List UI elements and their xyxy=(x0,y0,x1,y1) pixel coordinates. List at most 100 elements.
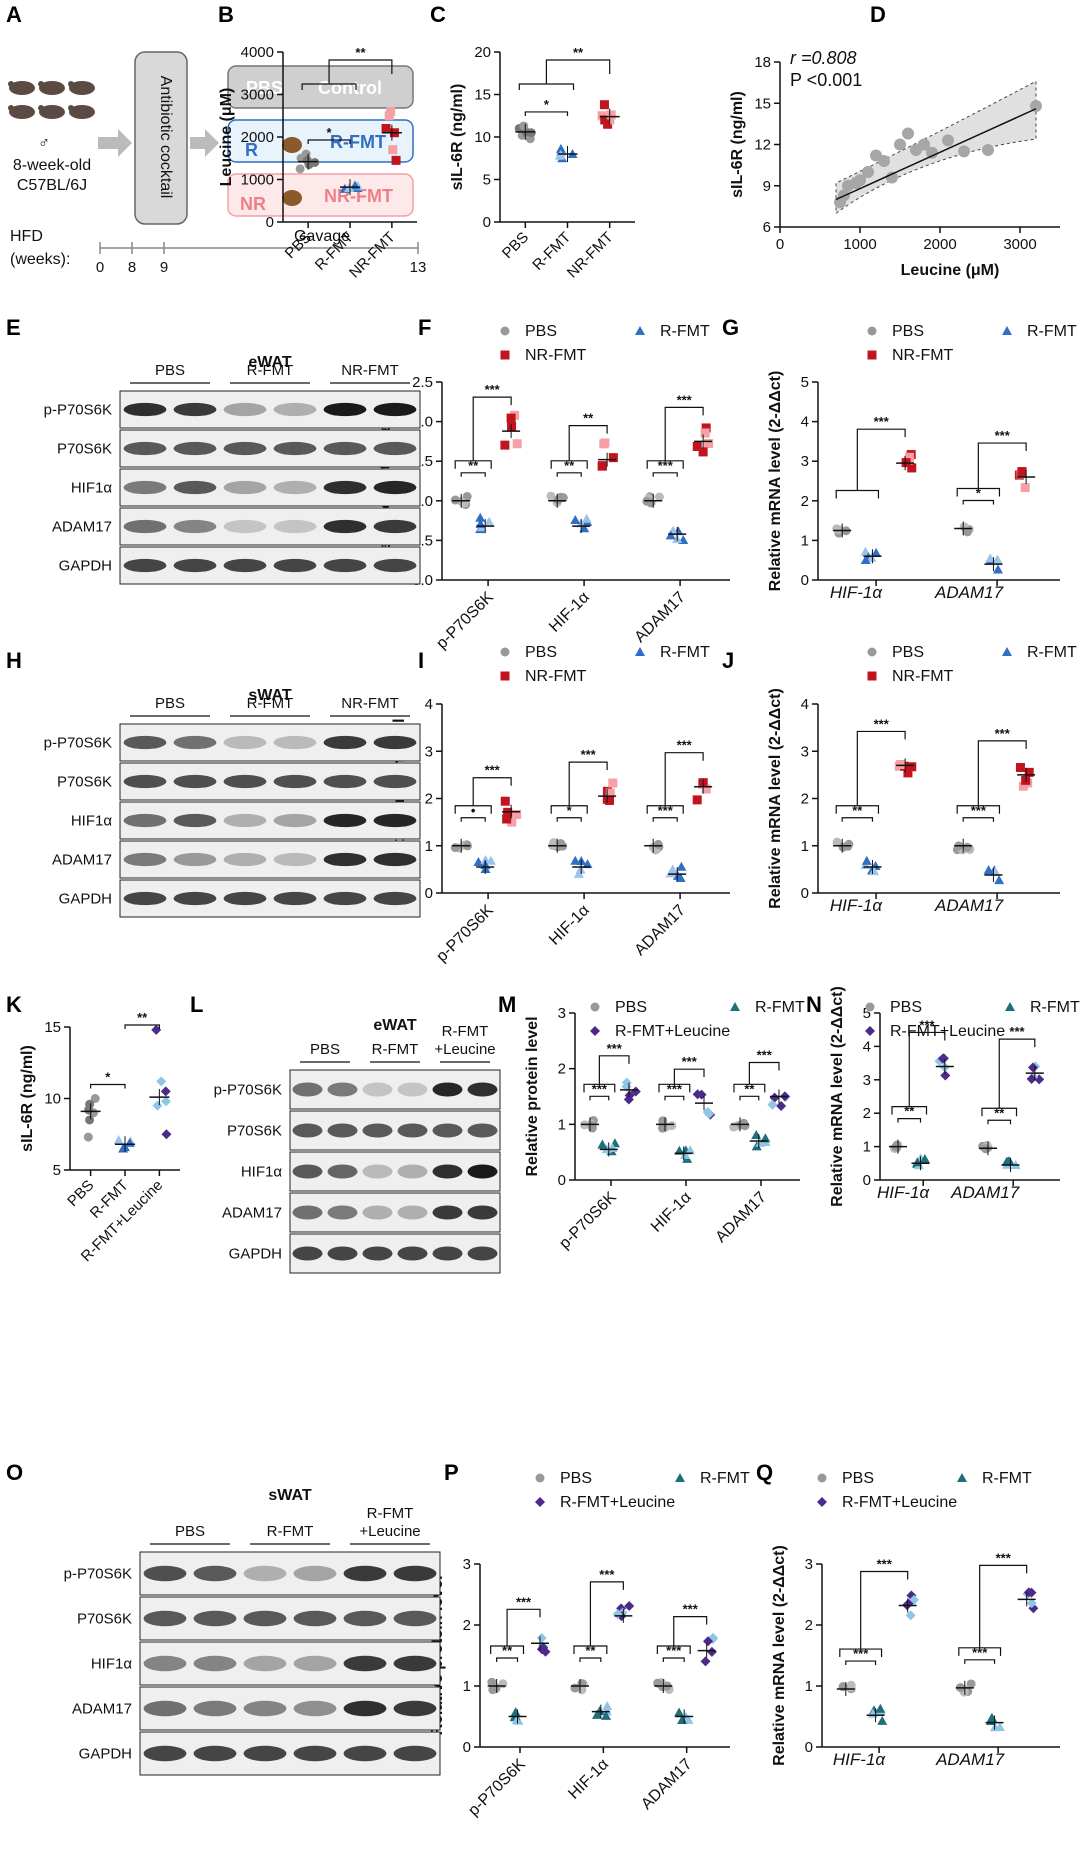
blot-band xyxy=(373,402,417,417)
data-point xyxy=(83,1132,93,1142)
data-point xyxy=(907,762,917,772)
panel-q-chart: Q 0 1 2 3 Relative mRNA level (2-ΔΔct) PBS R-FM… xyxy=(756,1460,1060,1769)
data-point xyxy=(575,864,586,874)
x-tick-label: PBS xyxy=(499,229,532,262)
arrow-icon xyxy=(98,129,132,157)
significance-bracket xyxy=(556,817,582,822)
data-point xyxy=(665,530,676,540)
y-tick-label: 0 xyxy=(483,214,491,231)
data-point xyxy=(992,555,1003,565)
panel-letter: G xyxy=(722,315,739,340)
legend-marker xyxy=(500,350,510,360)
data-point xyxy=(654,492,664,502)
x-axis-label: Leucine (μM) xyxy=(901,262,1000,279)
blot-row-label: p-P70S6K xyxy=(64,1566,132,1583)
blot-band xyxy=(362,1205,393,1220)
blot-band xyxy=(323,519,367,534)
blot-band xyxy=(323,774,367,789)
y-tick-label: 3 xyxy=(805,1556,813,1573)
data-point xyxy=(877,1715,888,1725)
legend-marker xyxy=(1002,647,1012,656)
y-tick-label: 3 xyxy=(558,1005,566,1022)
y-tick-label: 1 xyxy=(801,838,809,855)
y-tick-label: 3 xyxy=(463,1556,471,1573)
blot-band xyxy=(393,1700,437,1717)
data-point xyxy=(156,1076,167,1087)
y-tick-label: 15 xyxy=(44,1019,61,1036)
blot-band xyxy=(397,1082,428,1097)
data-point xyxy=(698,447,708,457)
x-tick-label: ADAM17 xyxy=(713,1189,770,1246)
data-point xyxy=(940,1070,951,1081)
blot-band xyxy=(432,1123,463,1138)
data-point xyxy=(963,527,973,537)
data-point xyxy=(612,1609,623,1620)
significance-label: *** xyxy=(1009,1024,1025,1039)
blot-band xyxy=(432,1082,463,1097)
blot-band xyxy=(323,441,367,456)
blot-row-label: p-P70S6K xyxy=(44,402,112,419)
blot-row-label: ADAM17 xyxy=(52,852,112,869)
blot-row-label: GAPDH xyxy=(59,891,112,908)
blot-strip xyxy=(119,801,421,840)
feces-icon xyxy=(282,137,302,153)
blot-band xyxy=(362,1246,393,1261)
antibiotic-label: Antibiotic cocktail xyxy=(157,76,174,199)
blot-band xyxy=(123,558,167,573)
data-point xyxy=(983,865,994,875)
blot-band xyxy=(223,735,267,750)
significance-bracket xyxy=(90,1083,126,1089)
blot-band xyxy=(373,891,417,906)
correlation-r: r =0.808 xyxy=(790,48,857,68)
data-point xyxy=(500,440,510,450)
data-point xyxy=(832,837,842,847)
blot-strip xyxy=(119,840,421,879)
significance-label: *** xyxy=(996,1550,1012,1565)
blot-band xyxy=(143,1745,187,1762)
blot-band xyxy=(327,1205,358,1220)
significance-label: *** xyxy=(658,803,674,818)
data-point xyxy=(546,491,556,501)
blot-band xyxy=(327,1082,358,1097)
blot-tissue-title: eWAT xyxy=(248,354,291,371)
data-point xyxy=(902,127,914,140)
data-point xyxy=(1026,1074,1037,1085)
panel-letter: B xyxy=(218,2,234,27)
blot-band xyxy=(467,1123,498,1138)
legend-label: NR-FMT xyxy=(892,347,954,364)
y-tick-label: 4 xyxy=(863,1038,871,1055)
blot-band xyxy=(467,1246,498,1261)
data-point xyxy=(875,1703,886,1713)
blot-band xyxy=(193,1655,237,1672)
data-point xyxy=(871,547,882,557)
blot-band xyxy=(173,441,217,456)
blot-band xyxy=(173,774,217,789)
y-tick-label: 2.5 xyxy=(412,374,433,391)
significance-bracket xyxy=(964,1659,996,1664)
blot-strip xyxy=(119,723,421,762)
data-point xyxy=(1020,483,1030,493)
data-point xyxy=(536,1644,547,1655)
blot-band xyxy=(243,1610,287,1627)
panel-letter: E xyxy=(6,315,21,340)
x-tick-label: ADAM17 xyxy=(935,1750,1005,1769)
blot-band xyxy=(323,735,367,750)
blot-band xyxy=(273,441,317,456)
data-point xyxy=(624,1600,635,1611)
significance-label: *** xyxy=(677,392,693,407)
y-tick-label: 5 xyxy=(483,172,491,189)
y-axis-label: Relative mRNA level (2-ΔΔct) xyxy=(829,986,846,1207)
data-point xyxy=(475,512,486,522)
significance-bracket xyxy=(550,761,608,814)
blot-strip xyxy=(139,1551,441,1596)
y-tick-label: 5 xyxy=(863,1005,871,1022)
y-tick-label: 10 xyxy=(44,1091,61,1108)
data-point xyxy=(942,134,954,147)
significance-label: ** xyxy=(744,1081,755,1096)
data-point xyxy=(918,138,930,151)
data-point xyxy=(597,461,607,471)
data-point xyxy=(519,121,529,131)
blot-strip xyxy=(139,1686,441,1731)
data-point xyxy=(581,513,592,523)
